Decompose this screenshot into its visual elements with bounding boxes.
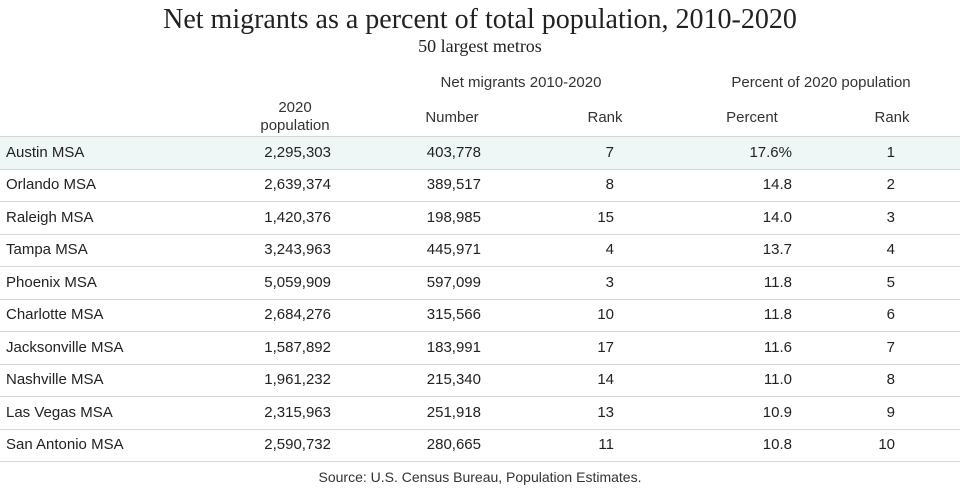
cell-number: 315,566 [331, 298, 481, 332]
cell-population: 2,590,732 [196, 428, 331, 462]
cell-population: 2,639,374 [196, 168, 331, 202]
column-header-pct-rank: Rank [874, 109, 910, 126]
cell-rank: 13 [481, 396, 614, 429]
cell-population: 2,315,963 [196, 396, 331, 429]
cell-name: Nashville MSA [0, 363, 196, 397]
cell-percent: 14.0 [614, 201, 792, 234]
cell-population: 1,420,376 [196, 201, 331, 234]
table-row: Phoenix MSA 5,059,909 597,099 3 11.8 5 [0, 266, 960, 299]
cell-rank: 3 [481, 266, 614, 299]
cell-percent: 11.0 [614, 363, 792, 397]
cell-number: 183,991 [331, 331, 481, 364]
cell-percent: 10.9 [614, 396, 792, 429]
cell-name: Raleigh MSA [0, 201, 196, 234]
cell-name: Tampa MSA [0, 233, 196, 267]
cell-padding [895, 363, 960, 397]
cell-rank: 8 [481, 168, 614, 202]
cell-percent: 14.8 [614, 168, 792, 202]
column-header-number: Number [425, 109, 479, 126]
table-row: Jacksonville MSA 1,587,892 183,991 17 11.6 7 [0, 331, 960, 364]
table-row: Orlando MSA 2,639,374 389,517 8 14.8 2 [0, 168, 960, 202]
cell-number: 389,517 [331, 168, 481, 202]
cell-percent: 11.8 [614, 266, 792, 299]
cell-padding [895, 428, 960, 462]
cell-rank: 7 [481, 136, 614, 169]
group-header-net-migrants: Net migrants 2010-2020 [440, 74, 602, 91]
cell-rank: 14 [481, 363, 614, 397]
cell-pct-rank: 10 [792, 428, 895, 462]
cell-padding [895, 233, 960, 267]
cell-number: 403,778 [331, 136, 481, 169]
table-row: Las Vegas MSA 2,315,963 251,918 13 10.9 9 [0, 396, 960, 429]
cell-population: 2,295,303 [196, 136, 331, 169]
cell-pct-rank: 7 [792, 331, 895, 364]
column-header-rank: Rank [587, 109, 623, 126]
cell-pct-rank: 2 [792, 168, 895, 202]
cell-number: 280,665 [331, 428, 481, 462]
cell-name: Jacksonville MSA [0, 331, 196, 364]
cell-name: Austin MSA [0, 136, 196, 169]
cell-population: 3,243,963 [196, 233, 331, 267]
cell-rank: 10 [481, 298, 614, 332]
cell-population: 5,059,909 [196, 266, 331, 299]
cell-rank: 4 [481, 233, 614, 267]
cell-number: 215,340 [331, 363, 481, 397]
cell-pct-rank: 9 [792, 396, 895, 429]
table-row: Charlotte MSA 2,684,276 315,566 10 11.8 6 [0, 298, 960, 332]
data-table: Austin MSA 2,295,303 403,778 7 17.6% 1 Orlando… [0, 136, 960, 462]
chart-title: Net migrants as a percent of total popul… [163, 4, 797, 35]
cell-population: 1,587,892 [196, 331, 331, 364]
cell-pct-rank: 1 [792, 136, 895, 169]
cell-name: Charlotte MSA [0, 298, 196, 332]
group-header-percent-pop: Percent of 2020 population [731, 74, 911, 91]
cell-pct-rank: 8 [792, 363, 895, 397]
cell-padding [895, 331, 960, 364]
column-header-percent: Percent [726, 109, 778, 126]
table-row: Austin MSA 2,295,303 403,778 7 17.6% 1 [0, 136, 960, 169]
cell-percent: 17.6% [614, 136, 792, 169]
cell-name: Las Vegas MSA [0, 396, 196, 429]
cell-rank: 11 [481, 428, 614, 462]
cell-number: 597,099 [331, 266, 481, 299]
cell-number: 445,971 [331, 233, 481, 267]
cell-pct-rank: 5 [792, 266, 895, 299]
chart-subtitle: 50 largest metros [418, 36, 542, 56]
cell-padding [895, 201, 960, 234]
column-header-population: 2020 population [260, 99, 330, 134]
cell-name: Orlando MSA [0, 168, 196, 202]
cell-pct-rank: 4 [792, 233, 895, 267]
cell-percent: 10.8 [614, 428, 792, 462]
cell-pct-rank: 6 [792, 298, 895, 332]
cell-number: 251,918 [331, 396, 481, 429]
cell-padding [895, 266, 960, 299]
cell-padding [895, 168, 960, 202]
cell-rank: 15 [481, 201, 614, 234]
table-row: San Antonio MSA 2,590,732 280,665 11 10.8 10 [0, 428, 960, 462]
cell-population: 2,684,276 [196, 298, 331, 332]
table-row: Raleigh MSA 1,420,376 198,985 15 14.0 3 [0, 201, 960, 234]
cell-pct-rank: 3 [792, 201, 895, 234]
cell-padding [895, 136, 960, 169]
cell-name: San Antonio MSA [0, 428, 196, 462]
cell-percent: 11.8 [614, 298, 792, 332]
cell-name: Phoenix MSA [0, 266, 196, 299]
cell-population: 1,961,232 [196, 363, 331, 397]
cell-padding [895, 298, 960, 332]
cell-percent: 11.6 [614, 331, 792, 364]
table-body: Austin MSA 2,295,303 403,778 7 17.6% 1 Orlando… [0, 136, 960, 462]
source-note: Source: U.S. Census Bureau, Population E… [318, 469, 642, 485]
cell-number: 198,985 [331, 201, 481, 234]
cell-rank: 17 [481, 331, 614, 364]
table-row: Tampa MSA 3,243,963 445,971 4 13.7 4 [0, 233, 960, 267]
cell-percent: 13.7 [614, 233, 792, 267]
table-row: Nashville MSA 1,961,232 215,340 14 11.0 8 [0, 363, 960, 397]
cell-padding [895, 396, 960, 429]
